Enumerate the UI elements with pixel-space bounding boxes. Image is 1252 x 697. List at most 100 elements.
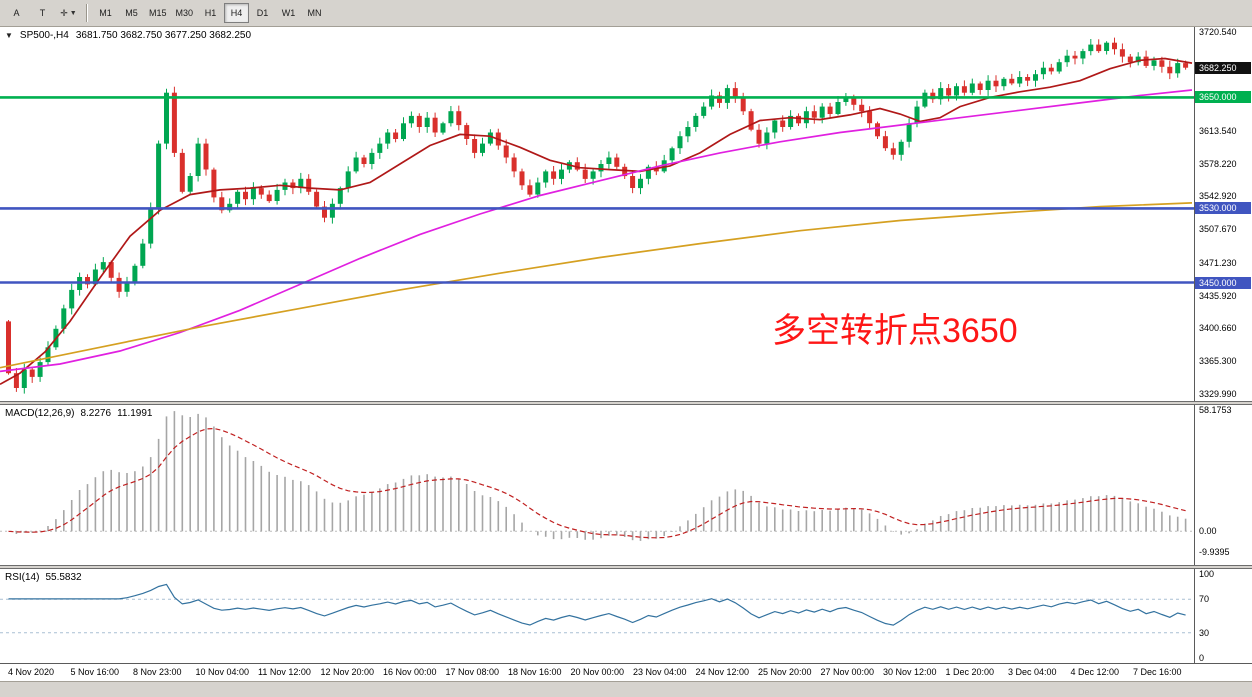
- candle-body: [898, 141, 904, 155]
- candle-body: [748, 111, 754, 130]
- candle-body: [322, 206, 327, 218]
- panel-separator[interactable]: [0, 401, 1252, 405]
- candle-body: [527, 185, 533, 195]
- candle-body: [740, 97, 746, 112]
- annotation-text[interactable]: 多空转折点3650: [772, 312, 1018, 350]
- timeframe-button-h4[interactable]: H4: [224, 3, 250, 23]
- candle-body: [717, 95, 722, 103]
- candle-body: [701, 106, 707, 116]
- candle-body: [464, 125, 470, 139]
- timeframe-button-m5[interactable]: M5: [125, 8, 138, 18]
- candle-body: [203, 143, 209, 170]
- candle-body: [1119, 49, 1125, 57]
- timeframe-button-m1[interactable]: M1: [99, 8, 112, 18]
- price-axis[interactable]: 3720.540 3613.540 3578.220 3542.920 3507.670…: [1194, 27, 1252, 401]
- candle-body: [914, 106, 920, 124]
- candle-body: [258, 188, 264, 195]
- candle-body: [1143, 56, 1149, 66]
- candle-body: [13, 373, 19, 388]
- candle-body: [329, 203, 335, 218]
- timeframe-button-w1[interactable]: W1: [281, 8, 296, 18]
- candle-body: [1159, 60, 1165, 67]
- rsi-chart: [0, 583, 1194, 634]
- candle-body: [614, 157, 620, 167]
- candle-body: [1033, 74, 1038, 81]
- rsi-value: 55.5832: [45, 572, 82, 583]
- time-axis-label: 18 Nov 16:00: [508, 667, 562, 677]
- macd-axis-label: -9.9395: [1199, 547, 1230, 558]
- font-tool-button[interactable]: A: [13, 8, 20, 18]
- candle-body: [677, 136, 683, 149]
- timeframe-button-h1[interactable]: H1: [204, 8, 217, 18]
- time-axis-label: 16 Nov 00:00: [383, 667, 437, 677]
- candle-body: [187, 176, 193, 192]
- panel-separator[interactable]: [0, 565, 1252, 569]
- candle-body: [906, 123, 912, 142]
- text-tool-button[interactable]: T: [39, 8, 46, 18]
- candle-body: [1175, 63, 1181, 74]
- candle-body: [92, 269, 98, 285]
- candle-body: [622, 166, 628, 177]
- candle-body: [803, 111, 809, 124]
- timeframe-button-m30[interactable]: M30: [175, 8, 194, 18]
- chart-title: ▼ SP500-,H4 3681.750 3682.750 3677.250 3…: [5, 30, 251, 41]
- time-axis-label: 7 Dec 16:00: [1133, 667, 1182, 677]
- candle-body: [796, 115, 801, 124]
- macd-title: MACD(12,26,9) 8.2276 11.1991: [5, 408, 152, 419]
- timeframe-button-m15[interactable]: M15: [149, 8, 167, 18]
- candle-body: [724, 88, 730, 103]
- macd-signal-value: 11.1991: [117, 408, 153, 419]
- price-axis-label: 3720.540: [1199, 27, 1237, 38]
- candle-body: [693, 115, 699, 127]
- candle-body: [961, 86, 967, 93]
- main-chart-panel[interactable]: ▼ SP500-,H4 3681.750 3682.750 3677.250 3…: [0, 27, 1194, 401]
- price-axis-label: 3329.990: [1199, 388, 1237, 399]
- chart-objects-dropdown-button[interactable]: ✛ ▼: [56, 3, 81, 23]
- time-axis-label: 1 Dec 20:00: [945, 667, 995, 677]
- timeframe-button-mn[interactable]: MN: [307, 8, 322, 18]
- rsi-title: RSI(14) 55.5832: [5, 572, 82, 583]
- rsi-axis-label: 30: [1199, 627, 1210, 638]
- candle-body: [480, 143, 485, 153]
- candle-body: [21, 369, 27, 388]
- candle-body: [630, 176, 636, 188]
- objects-icon: ✛: [60, 7, 68, 18]
- candle-body: [369, 152, 375, 164]
- candle-body: [385, 132, 391, 144]
- candle-body: [503, 145, 509, 158]
- candle-body: [1056, 62, 1062, 72]
- bottom-strip: [0, 681, 1252, 697]
- timeframe-button-d1[interactable]: D1: [256, 8, 269, 18]
- time-axis-label: 8 Nov 23:00: [133, 667, 182, 677]
- candle-body: [1167, 66, 1173, 74]
- candle-body: [156, 143, 162, 209]
- macd-name: MACD(12,26,9): [5, 408, 75, 419]
- candle-body: [440, 123, 446, 133]
- candle-body: [756, 129, 762, 144]
- macd-panel[interactable]: MACD(12,26,9) 8.2276 11.1991: [0, 405, 1194, 565]
- time-axis-label: 27 Nov 00:00: [820, 667, 875, 677]
- candlestick-chart[interactable]: [0, 27, 1194, 401]
- chart-menu-icon[interactable]: ▼: [5, 31, 13, 40]
- candle-body: [543, 171, 549, 183]
- candle-body: [1104, 42, 1110, 51]
- candle-body: [1127, 56, 1133, 63]
- candle-body: [61, 308, 67, 329]
- time-axis-label: 10 Nov 04:00: [195, 667, 250, 677]
- candle-body: [37, 362, 43, 377]
- time-axis-label: 4 Dec 12:00: [1070, 667, 1120, 677]
- candle-body: [1025, 77, 1031, 81]
- candle-body: [45, 347, 51, 363]
- rsi-panel[interactable]: RSI(14) 55.5832: [0, 569, 1194, 663]
- candle-body: [353, 157, 359, 172]
- candle-body: [361, 157, 367, 164]
- time-axis[interactable]: 4 Nov 2020 5 Nov 16:00 8 Nov 23:00 10 Nov 0…: [0, 663, 1252, 681]
- time-axis-label: 4 Nov 2020: [8, 667, 55, 677]
- candle-body: [930, 92, 936, 100]
- candle-body: [511, 157, 517, 172]
- candle-body: [811, 111, 817, 118]
- candle-body: [393, 132, 399, 139]
- time-axis-label: 12 Nov 20:00: [320, 667, 375, 677]
- candle-body: [1001, 78, 1007, 87]
- macd-axis-label: 58.1753: [1199, 405, 1232, 416]
